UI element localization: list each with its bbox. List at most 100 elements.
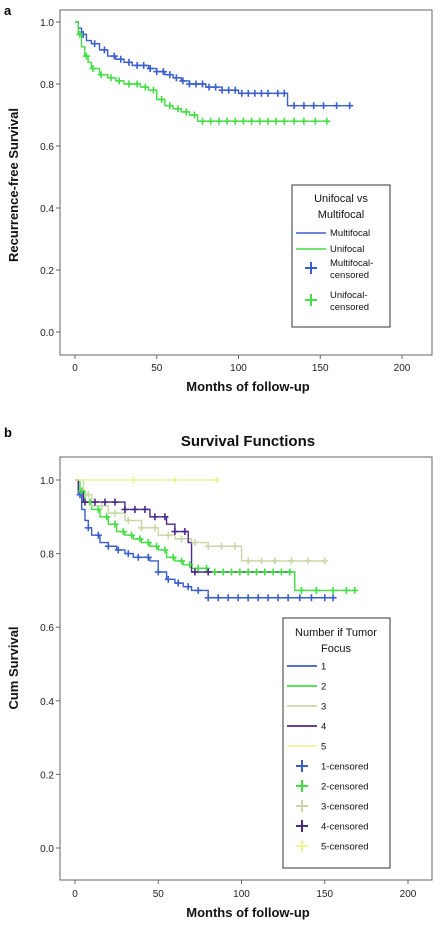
censor-mark (78, 487, 86, 495)
censor-mark (199, 80, 207, 88)
censor-mark (174, 579, 182, 587)
censor-mark (323, 117, 331, 125)
censor-mark (199, 117, 207, 125)
legend-entry-3: 3 (287, 702, 326, 713)
legend-label: 5 (321, 742, 326, 753)
censor-mark (300, 117, 308, 125)
censor-mark (81, 498, 89, 506)
legend-label: 3 (321, 702, 326, 713)
censor-mark (304, 557, 312, 565)
censor-mark (231, 542, 239, 550)
censor-mark (146, 65, 154, 72)
panel-b-y-ticks: 0.0 0.2 0.4 0.6 0.8 1.0 (40, 476, 60, 855)
censor-mark (307, 594, 315, 602)
censor-mark (124, 516, 132, 524)
panel-b-plot-area (59, 456, 433, 881)
censor-mark (161, 546, 169, 554)
censor-mark (219, 568, 227, 576)
censor-mark (321, 557, 329, 565)
censor-mark (103, 513, 111, 521)
censor-mark (111, 498, 119, 506)
censor-mark (213, 476, 221, 484)
legend-entry-5-censored: 5-censored (296, 840, 369, 853)
panel-a-legend-label-unifocal-censored-1: Unifocal- (330, 290, 368, 301)
censor-mark (300, 102, 308, 110)
censor-mark (205, 83, 213, 91)
legend-marker (296, 800, 308, 812)
censor-mark (333, 102, 341, 110)
legend-entry-3-censored: 3-censored (296, 800, 369, 813)
censor-mark (251, 89, 259, 97)
legend-entry-1-censored: 1-censored (296, 760, 369, 773)
censor-mark (125, 80, 133, 88)
x-tick-label: 0 (72, 889, 78, 900)
series-line-4 (75, 479, 292, 573)
censor-mark (107, 74, 115, 82)
censor-mark (320, 102, 328, 110)
censor-mark (310, 102, 318, 110)
censor-mark (274, 594, 282, 602)
panel-b-y-axis-label: Cum Survival (6, 626, 21, 709)
legend-marker (296, 780, 308, 792)
x-tick-label: 150 (312, 363, 329, 374)
censor-mark (351, 586, 359, 594)
censor-mark (82, 52, 90, 60)
censor-mark (192, 80, 200, 88)
panel-a-x-axis-label: Months of follow-up (186, 379, 310, 394)
censor-mark (140, 61, 148, 69)
x-tick-label: 200 (394, 363, 411, 374)
censor-mark (111, 520, 119, 528)
censor-mark (119, 528, 127, 536)
censor-mark (184, 583, 192, 591)
x-tick-label: 200 (400, 889, 417, 900)
censor-mark (257, 557, 265, 565)
x-tick-label: 150 (316, 889, 333, 900)
legend-label: 4 (321, 722, 326, 733)
censor-mark (223, 117, 231, 125)
censor-mark (191, 539, 199, 547)
series-line-multifocal (75, 21, 350, 107)
censor-mark (76, 30, 84, 38)
censor-mark (89, 65, 97, 72)
censor-mark (141, 83, 149, 91)
censor-mark (215, 117, 223, 125)
censor-mark (231, 86, 239, 94)
censor-mark (254, 594, 262, 602)
censor-mark (264, 117, 272, 125)
censor-mark (261, 568, 269, 576)
censor-mark (225, 86, 233, 94)
censor-mark (171, 476, 179, 484)
panel-a-legend-label-multifocal-censored-1: Multifocal- (330, 258, 373, 269)
legend-label: 2 (321, 682, 326, 693)
censor-mark (248, 117, 256, 125)
censor-mark (164, 531, 172, 539)
censor-mark (218, 542, 226, 550)
censor-mark (244, 568, 252, 576)
panel-a-letter: a (4, 3, 12, 18)
censor-mark (204, 594, 212, 602)
panel-a-censor-marks (76, 30, 354, 125)
legend-entry-1: 1 (287, 662, 326, 673)
censor-mark (290, 117, 298, 125)
censor-mark (91, 40, 99, 48)
censor-mark (280, 117, 288, 125)
censor-mark (244, 89, 252, 97)
censor-mark (191, 568, 199, 576)
y-tick-label: 0.2 (40, 266, 54, 277)
censor-mark (124, 550, 132, 558)
censor-mark (141, 505, 149, 513)
panel-b-legend-title-2: Focus (321, 643, 351, 655)
panel-a-chart: a 0.0 0.2 0.4 0.6 0.8 1.0 0 50 100 150 200 Months… (4, 3, 433, 394)
x-tick-label: 50 (153, 889, 165, 900)
censor-mark (181, 528, 189, 536)
censor-mark (114, 546, 122, 554)
y-tick-label: 0.0 (40, 328, 54, 339)
legend-entry-4-censored: 4-censored (296, 820, 369, 833)
panel-b-series-lines (75, 479, 355, 599)
censor-mark (203, 564, 211, 572)
censor-mark (84, 491, 92, 499)
censor-mark (117, 55, 125, 63)
censor-mark (100, 46, 108, 54)
legend-entry-2: 2 (287, 682, 326, 693)
